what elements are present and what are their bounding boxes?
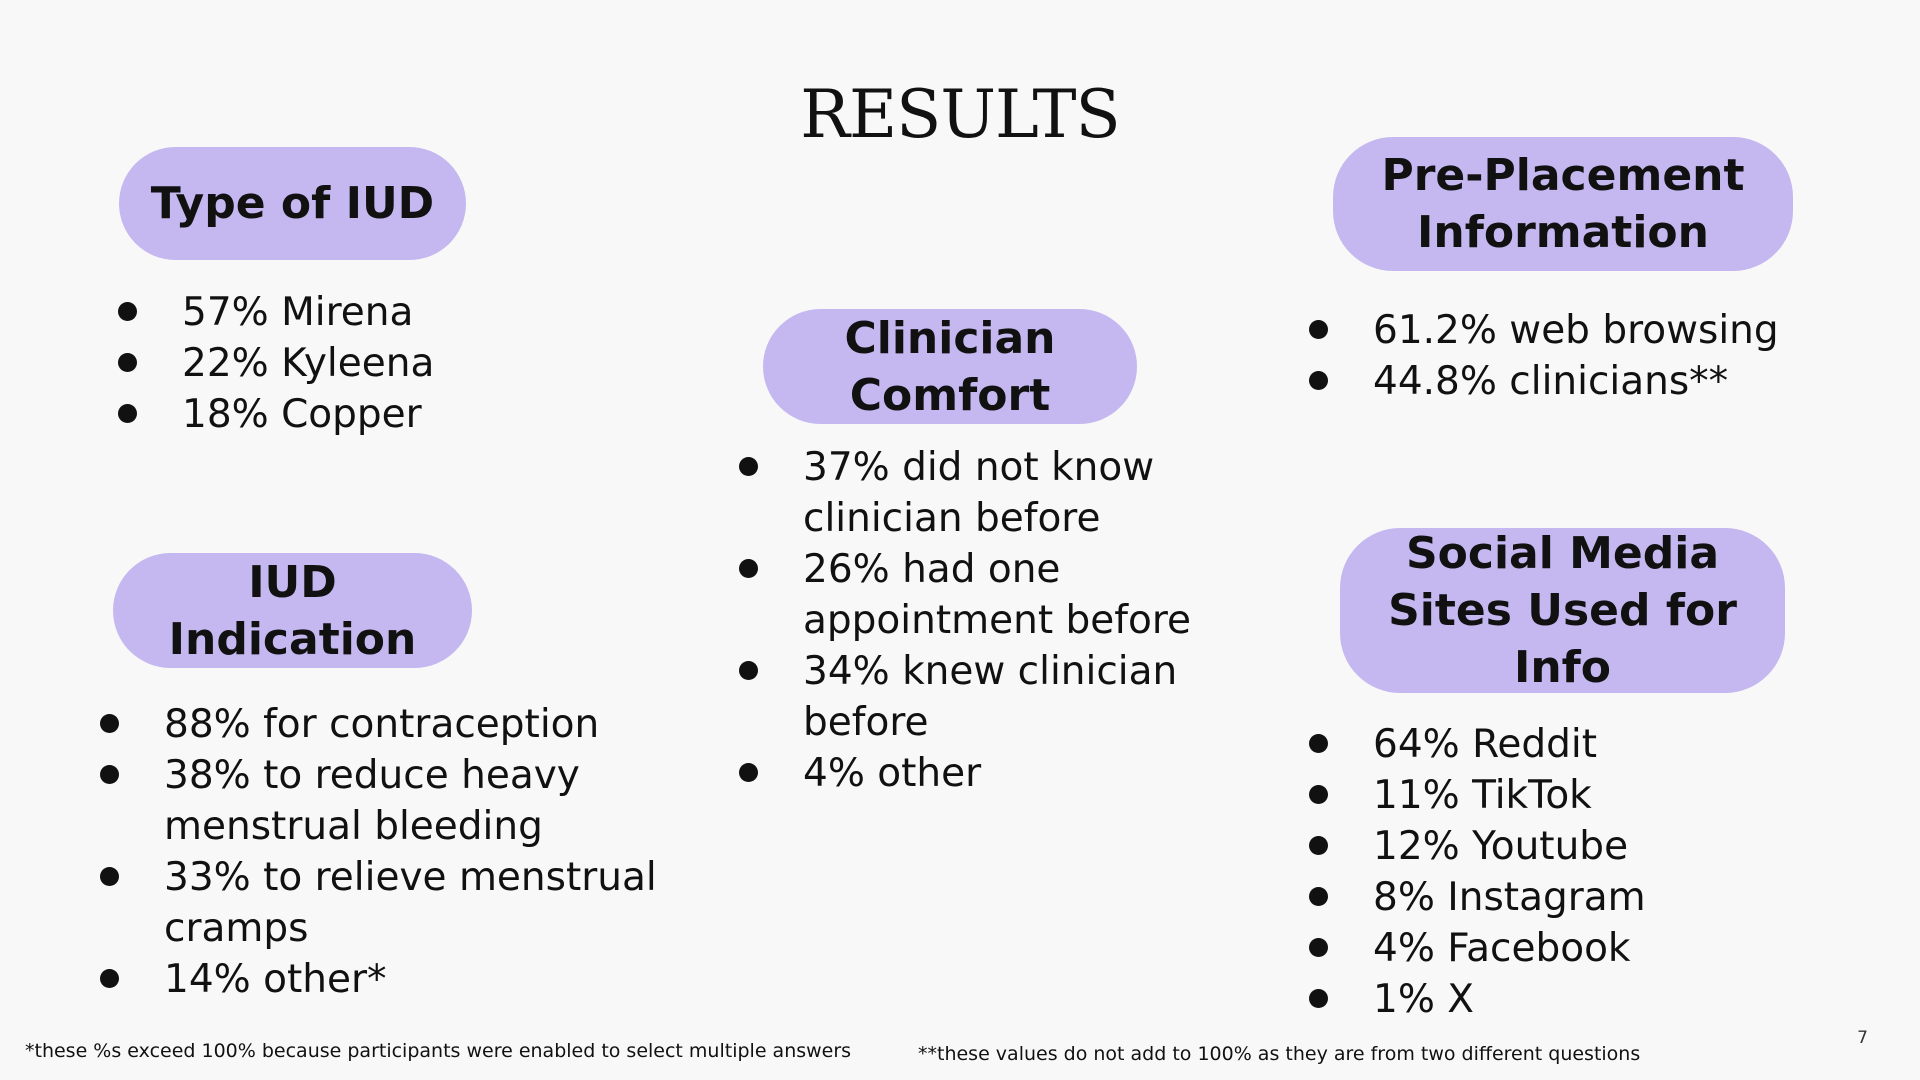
social-media-heading-line1: Social Media: [1405, 528, 1720, 579]
clinician-comfort-heading-line1: Clinician: [844, 312, 1056, 364]
list-item: 22% Kyleena: [112, 338, 612, 389]
type-of-iud-heading: Type of IUD: [119, 147, 466, 260]
type-of-iud-heading-text: Type of IUD: [150, 178, 435, 229]
bullet-icon: [739, 457, 758, 476]
list-item: 64% Reddit: [1303, 719, 1873, 770]
list-item: 88% for contraception: [94, 699, 714, 750]
pre-placement-heading: Pre-Placement Information: [1333, 137, 1793, 271]
list-item: 37% did not know clinician before: [733, 442, 1173, 544]
bullet-icon: [1309, 371, 1328, 390]
list-item: 8% Instagram: [1303, 872, 1873, 923]
bullet-icon: [118, 302, 137, 321]
list-item: 12% Youtube: [1303, 821, 1873, 872]
list-item: 4% other: [733, 748, 1183, 799]
bullet-icon: [100, 765, 119, 784]
iud-indication-heading-line1: IUD: [248, 556, 337, 608]
list-item: 44.8% clinicians**: [1303, 356, 1873, 407]
iud-indication-list: 88% for contraception 38% to reduce heav…: [94, 699, 714, 1005]
list-item: 1% X: [1303, 974, 1873, 1025]
bullet-icon: [118, 404, 137, 423]
pre-placement-heading-line1: Pre-Placement: [1381, 150, 1745, 201]
pre-placement-list: 61.2% web browsing 44.8% clinicians**: [1303, 305, 1873, 407]
slide-title: RESULTS: [800, 76, 1120, 153]
list-item: 61.2% web browsing: [1303, 305, 1873, 356]
list-item: 33% to relieve menstrual cramps: [94, 852, 684, 954]
list-item: 4% Facebook: [1303, 923, 1873, 974]
bullet-icon: [100, 714, 119, 733]
bullet-icon: [739, 661, 758, 680]
bullet-icon: [1309, 836, 1328, 855]
bullet-icon: [100, 969, 119, 988]
bullet-icon: [100, 867, 119, 886]
social-media-heading: Social Media Sites Used for Info: [1340, 528, 1785, 693]
iud-indication-heading-line2: Indication: [168, 613, 417, 665]
social-media-heading-line3: Info: [1513, 642, 1612, 693]
bullet-icon: [1309, 989, 1328, 1008]
clinician-comfort-heading: Clinician Comfort: [763, 309, 1137, 424]
page-number: 7: [1857, 1028, 1868, 1048]
social-media-heading-line2: Sites Used for: [1388, 585, 1737, 636]
list-item: 57% Mirena: [112, 287, 612, 338]
bullet-icon: [1309, 320, 1328, 339]
bullet-icon: [1309, 887, 1328, 906]
bullet-icon: [1309, 938, 1328, 957]
clinician-comfort-heading-line2: Comfort: [849, 369, 1051, 421]
footnote-two-questions: **these values do not add to 100% as the…: [918, 1043, 1641, 1065]
bullet-icon: [739, 763, 758, 782]
pre-placement-heading-line2: Information: [1417, 207, 1709, 258]
list-item: 34% knew clinician before: [733, 646, 1203, 748]
clinician-comfort-list: 37% did not know clinician before 26% ha…: [733, 442, 1191, 799]
list-item: 11% TikTok: [1303, 770, 1873, 821]
iud-indication-heading: IUD Indication: [113, 553, 472, 668]
social-media-list: 64% Reddit 11% TikTok 12% Youtube 8% Ins…: [1303, 719, 1873, 1025]
bullet-icon: [118, 353, 137, 372]
footnote-multiple-answers: *these %s exceed 100% because participan…: [25, 1040, 852, 1062]
type-of-iud-list: 57% Mirena 22% Kyleena 18% Copper: [112, 287, 612, 440]
list-item: 38% to reduce heavy menstrual bleeding: [94, 750, 634, 852]
list-item: 26% had one appointment before: [733, 544, 1223, 646]
list-item: 14% other*: [94, 954, 714, 1005]
bullet-icon: [739, 559, 758, 578]
bullet-icon: [1309, 785, 1328, 804]
bullet-icon: [1309, 734, 1328, 753]
list-item: 18% Copper: [112, 389, 612, 440]
